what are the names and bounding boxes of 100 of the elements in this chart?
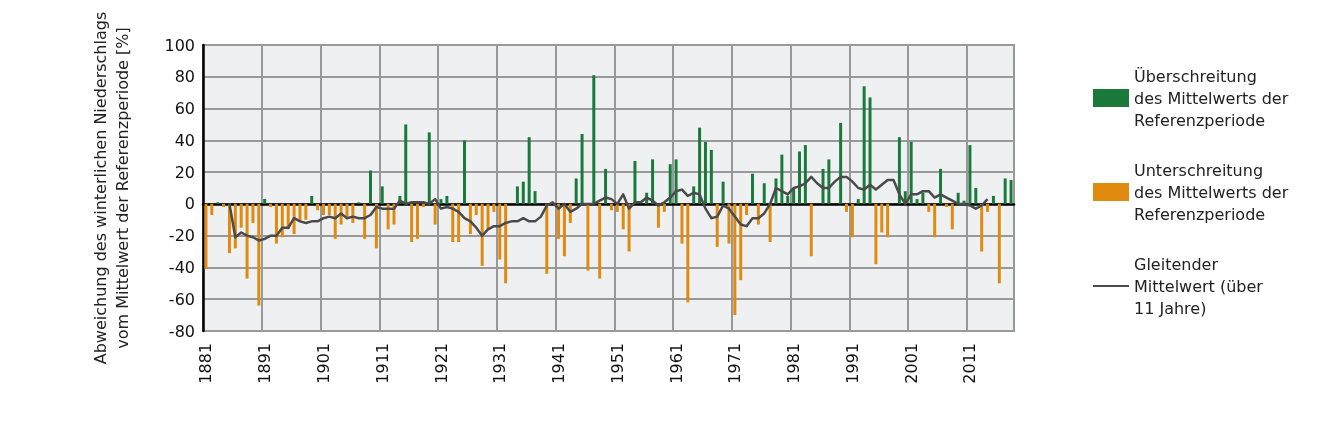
y-tick-label: -40	[168, 257, 195, 277]
bar	[627, 203, 631, 252]
x-tick-label: 1881	[196, 343, 216, 384]
bar	[562, 203, 566, 257]
bar	[821, 168, 825, 204]
bar	[257, 203, 261, 306]
bar	[421, 203, 425, 208]
bar	[727, 203, 731, 244]
bar	[991, 195, 995, 204]
x-tick-label: 1921	[431, 343, 451, 384]
line-series	[228, 175, 989, 242]
bar	[621, 203, 625, 230]
bar	[897, 137, 901, 204]
y-tick-label: 0	[184, 194, 195, 214]
bar	[750, 173, 754, 204]
bar	[933, 203, 937, 238]
x-tick-label: 1981	[784, 343, 804, 384]
bar	[856, 199, 860, 204]
bar	[950, 203, 954, 230]
bar	[656, 203, 660, 228]
bar	[263, 199, 267, 204]
x-tick-label: 2001	[901, 343, 921, 384]
bar	[210, 203, 214, 216]
bar	[374, 203, 378, 249]
x-tick-label: 1931	[490, 343, 510, 384]
legend-label: Gleitender Mittelwert (über 11 Jahre)	[1134, 254, 1268, 318]
bar	[651, 159, 655, 204]
bar	[410, 203, 414, 243]
bar	[363, 203, 367, 239]
x-tick-label: 1951	[607, 343, 627, 384]
x-tick-label: 1961	[666, 343, 686, 384]
bar	[845, 203, 849, 212]
bar	[269, 203, 273, 208]
bar	[204, 203, 208, 270]
bar	[580, 133, 584, 204]
bar	[803, 145, 807, 204]
bar	[327, 203, 331, 216]
bar	[921, 192, 925, 204]
bar	[762, 183, 766, 204]
bar	[968, 145, 972, 204]
legend-label: Überschreitung des Mittelwerts der Referenzperiode	[1134, 66, 1294, 130]
bar	[574, 178, 578, 204]
bar	[721, 181, 725, 204]
bar	[909, 141, 913, 204]
y-tick-label: -60	[168, 289, 195, 309]
bar	[862, 86, 866, 204]
bar	[786, 195, 790, 204]
bar	[592, 75, 596, 204]
bar	[274, 203, 278, 244]
y-tick-label: 40	[174, 130, 195, 150]
legend-label: Unterschreitung des Mittelwerts der Referenzperiode	[1134, 160, 1294, 224]
bar	[245, 203, 249, 279]
y-tick-label: 100	[164, 35, 195, 55]
bar	[345, 203, 349, 217]
bar	[445, 195, 449, 204]
bar	[980, 203, 984, 252]
bar	[310, 195, 314, 204]
bar	[609, 203, 613, 211]
bar	[974, 188, 978, 204]
bar	[686, 203, 690, 303]
bar	[474, 203, 478, 216]
bar	[615, 203, 619, 212]
y-tick-label: 80	[174, 67, 195, 87]
bar	[598, 203, 602, 279]
bar	[404, 124, 408, 204]
y-tick-label: 20	[174, 162, 195, 182]
bar	[944, 203, 948, 208]
bar	[839, 122, 843, 204]
x-tick-label: 1941	[549, 343, 569, 384]
bar	[733, 203, 737, 316]
bar	[927, 203, 931, 212]
bar	[780, 154, 784, 204]
bar	[486, 203, 490, 230]
bar	[798, 151, 801, 204]
bar	[222, 203, 226, 208]
bar	[703, 141, 707, 204]
bar	[809, 203, 813, 257]
x-tick-label: 2011	[960, 343, 980, 384]
bar	[874, 203, 878, 265]
bar	[463, 140, 467, 204]
bar	[239, 203, 243, 228]
bar	[604, 168, 608, 204]
bar	[545, 203, 549, 274]
bar	[1009, 180, 1013, 204]
bar	[662, 203, 666, 212]
bar	[316, 203, 320, 211]
x-tick-label: 1911	[372, 343, 392, 384]
bar	[827, 159, 831, 204]
bar	[633, 160, 637, 204]
bar	[674, 159, 678, 204]
bar	[380, 186, 384, 204]
bar	[886, 203, 890, 238]
bar	[427, 132, 431, 204]
bar	[333, 203, 337, 239]
bar	[492, 203, 496, 212]
bar	[498, 203, 502, 260]
bar	[515, 186, 519, 204]
bar	[768, 203, 772, 243]
bar	[451, 203, 455, 243]
bar	[480, 203, 484, 266]
